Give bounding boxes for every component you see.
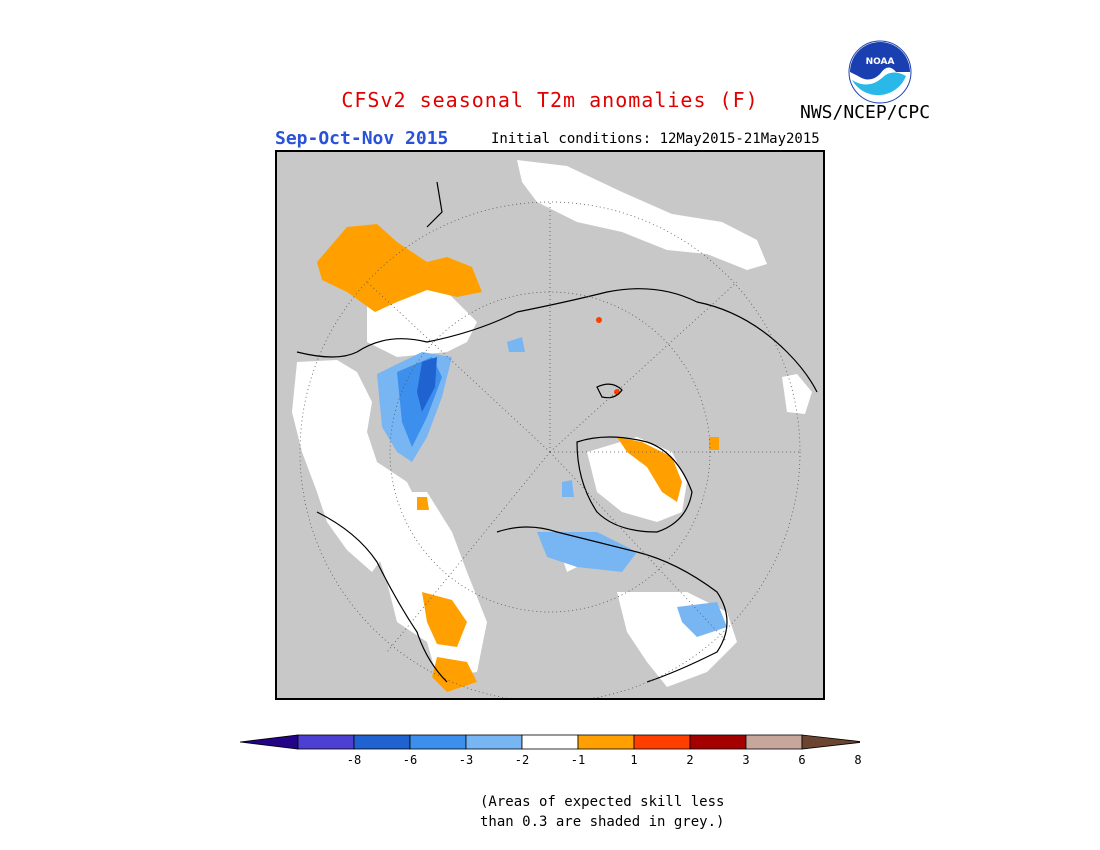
legend-swatch <box>633 734 691 750</box>
legend-swatch <box>689 734 747 750</box>
skill-note-line-1: (Areas of expected skill less <box>480 794 725 810</box>
svg-text:NOAA: NOAA <box>866 57 895 67</box>
noaa-logo-icon: NOAA <box>848 40 912 104</box>
legend-tick-label: -6 <box>402 753 418 767</box>
legend-tick-label: 6 <box>798 753 806 767</box>
legend-tick-label: 8 <box>854 753 862 767</box>
coastlines <box>296 181 818 683</box>
cool-anomaly-regions <box>377 337 727 637</box>
initial-conditions-label: Initial conditions: 12May2015-21May2015 <box>491 131 820 147</box>
polar-map-canvas <box>292 160 818 698</box>
legend-tick-label: -8 <box>346 753 362 767</box>
hot-spots <box>596 317 620 395</box>
warm-anomaly-regions <box>317 224 719 692</box>
legend-tick-label: -2 <box>514 753 530 767</box>
map-title: CFSv2 seasonal T2m anomalies (F) <box>341 88 759 112</box>
legend-swatch <box>297 734 355 750</box>
legend-swatch <box>745 734 803 750</box>
legend-arrow-high <box>801 734 860 750</box>
legend-swatch <box>409 734 467 750</box>
legend-tick-label: 3 <box>742 753 750 767</box>
legend-tick-label: 2 <box>686 753 694 767</box>
legend-swatch <box>353 734 411 750</box>
legend-swatch <box>577 734 635 750</box>
polar-map <box>275 150 825 700</box>
legend-swatch <box>521 734 579 750</box>
legend-tick-label: -1 <box>570 753 586 767</box>
legend-tick-label: 1 <box>630 753 638 767</box>
legend-tick-label: -3 <box>458 753 474 767</box>
organization-label: NWS/NCEP/CPC <box>800 102 931 123</box>
legend-arrow-low <box>240 734 299 750</box>
season-label: Sep-Oct-Nov 2015 <box>275 128 449 149</box>
legend-swatch <box>465 734 523 750</box>
skill-note: (Areas of expected skill less than 0.3 a… <box>480 792 724 832</box>
color-legend <box>240 734 860 750</box>
skill-note-line-2: than 0.3 are shaded in grey.) <box>480 814 725 830</box>
graticule <box>299 201 801 698</box>
